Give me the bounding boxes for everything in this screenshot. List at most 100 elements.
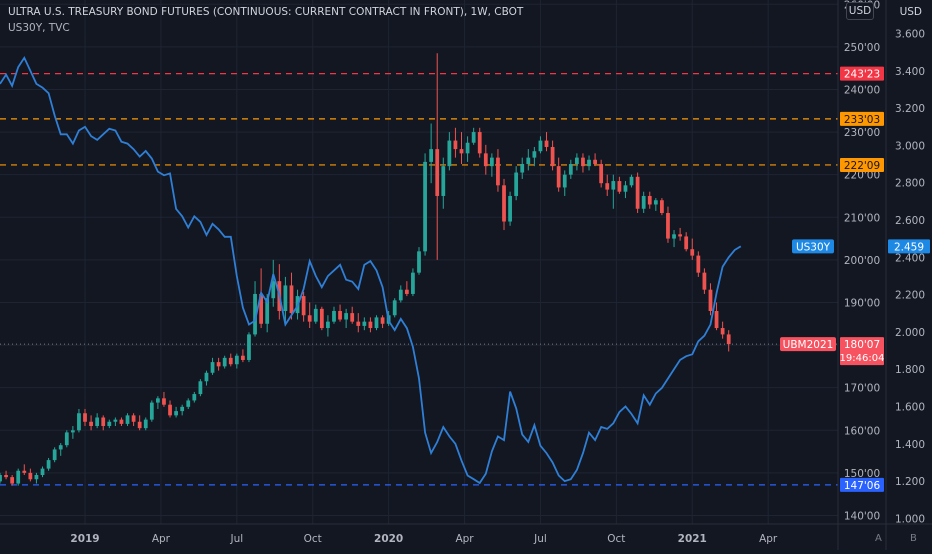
us30y-line	[0, 55, 742, 485]
candle-body	[647, 195, 652, 205]
candle-body	[162, 398, 166, 405]
candle-body	[441, 166, 446, 196]
left-axis-tick-label: 220'00	[844, 170, 880, 182]
right-axis-tick-label: 3.200	[895, 103, 925, 115]
right-axis-tick-label: 1.600	[895, 402, 925, 414]
candle-body	[259, 293, 263, 324]
candle-body	[368, 321, 373, 329]
candle-body	[283, 285, 288, 311]
candle-body	[265, 298, 270, 324]
symbol-name-label: UBM2021	[783, 339, 834, 351]
candle-body	[641, 195, 646, 209]
candle-body	[684, 236, 689, 250]
log-scale-button[interactable]: B	[910, 533, 917, 544]
candle-body	[562, 174, 567, 188]
candle-body	[77, 413, 81, 431]
auto-scale-button[interactable]: A	[875, 533, 882, 544]
candle-body	[666, 213, 670, 239]
time-axis-tick-label: Apr	[455, 533, 474, 545]
right-axis-tick-label: 2.200	[895, 290, 925, 302]
candle-body	[356, 321, 361, 326]
candle-body	[380, 317, 385, 324]
candle-body	[168, 404, 172, 416]
candle-body	[483, 153, 488, 167]
candle-body	[581, 157, 585, 167]
candle-body	[362, 321, 367, 326]
candle-body	[326, 321, 330, 329]
candle-body	[234, 355, 239, 365]
left-axis-tick-label: 200'00	[844, 255, 880, 267]
candle-body	[174, 411, 178, 416]
candle-body	[89, 421, 93, 427]
candle-body	[520, 164, 525, 173]
candle-body	[508, 195, 512, 222]
candle-body	[313, 308, 318, 322]
candle-body	[253, 293, 257, 335]
candle-body	[538, 140, 543, 152]
right-axis-tick-label: 1.800	[895, 364, 925, 376]
candle-body	[131, 415, 136, 422]
candle-body	[611, 181, 616, 190]
countdown-label: 19:46:04	[840, 353, 885, 364]
candle-body	[550, 146, 555, 167]
candle-body	[599, 164, 604, 184]
candle-body	[532, 151, 537, 158]
candle-body	[489, 157, 494, 167]
right-axis-tick-label: 3.400	[895, 66, 925, 78]
candle-body	[653, 200, 658, 205]
time-axis-tick-label: 2020	[374, 533, 403, 545]
candle-body	[192, 394, 197, 401]
candle-body	[95, 417, 100, 427]
candle-body	[210, 362, 215, 373]
candle-body	[398, 289, 403, 301]
candle-body	[125, 415, 130, 424]
left-axis-tick-label: 190'00	[844, 297, 880, 309]
candle-body	[186, 400, 191, 407]
level-badge-label: 243'23	[844, 69, 880, 81]
candle-body	[58, 445, 63, 450]
candle-body	[575, 157, 579, 165]
right-axis-tick-label: 3.000	[895, 140, 925, 152]
candle-body	[623, 185, 628, 192]
left-axis-tick-label: 210'00	[844, 212, 880, 224]
comparison-symbol-label[interactable]: US30Y, TVC	[8, 22, 70, 34]
candle-body	[137, 421, 142, 429]
candle-body	[70, 430, 75, 433]
candle-body	[678, 234, 682, 237]
candle-body	[708, 289, 713, 311]
candle-body	[453, 140, 458, 150]
candle-body	[344, 313, 349, 320]
candle-body	[720, 328, 725, 335]
candle-body	[459, 149, 464, 154]
candle-body	[404, 289, 409, 294]
candle-body	[526, 157, 531, 165]
candle-body	[149, 402, 154, 420]
time-axis-tick-label: Jul	[229, 533, 243, 545]
candle-body	[34, 475, 39, 480]
candle-body	[16, 470, 21, 484]
candle-body	[417, 251, 421, 273]
chart-title: ULTRA U.S. TREASURY BOND FUTURES (CONTIN…	[8, 6, 524, 18]
candle-body	[204, 372, 209, 382]
candle-body	[198, 381, 203, 395]
time-axis-tick-label: 2019	[70, 533, 99, 545]
currency-right-label[interactable]: USD	[899, 6, 922, 18]
currency-left-button[interactable]: USD	[846, 2, 874, 20]
left-axis-tick-label: 250'00	[844, 42, 880, 54]
candle-body	[22, 470, 27, 473]
candle-body	[271, 281, 276, 299]
candle-body	[119, 419, 124, 424]
candle-body	[180, 406, 185, 412]
candle-body	[4, 475, 8, 478]
time-axis-tick-label: Oct	[304, 533, 322, 545]
left-axis-tick-label: 150'00	[844, 468, 880, 480]
candle-body	[107, 421, 112, 427]
right-axis-tick-label: 3.600	[895, 29, 925, 41]
candle-body	[156, 398, 160, 403]
candle-body	[629, 176, 634, 186]
candle-body	[52, 449, 57, 461]
candle-body	[702, 272, 707, 290]
candle-body	[502, 185, 506, 222]
